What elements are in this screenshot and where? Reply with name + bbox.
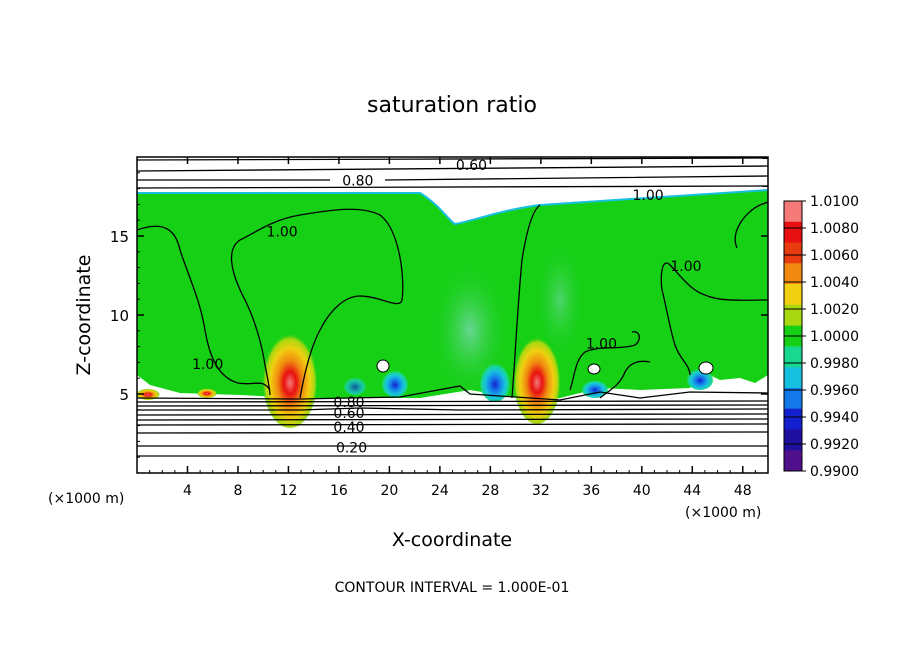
x-tick-label: 4 [183,483,192,499]
y-tick-label: 15 [110,228,129,246]
y-axis-label: Z-coordinate [73,255,95,376]
colorbar-label: 0.9920 [810,437,859,453]
clear-pocket [376,359,390,373]
contour-interval-note: CONTOUR INTERVAL = 1.000E-01 [335,580,570,596]
cloud-top-fringe [137,189,768,226]
x-tick-label: 24 [431,483,449,499]
warm-spot [137,388,160,400]
x-tick-label: 36 [582,483,600,499]
colorbar-label: 1.0040 [810,275,859,291]
contour-label: 1.00 [633,188,664,204]
cool-spot [343,375,367,395]
colorbar-label: 0.9960 [810,383,859,399]
x-tick-label: 28 [481,483,499,499]
cool-spot [479,358,511,402]
colorbar-swatch [784,408,802,430]
colorbar: 1.0100 1.0080 1.0060 1.0040 1.0020 1.0000 0.99… [783,194,859,480]
clear-pocket [698,361,714,375]
colorbar-swatch [784,284,802,306]
colorbar-label: 0.9940 [810,410,859,426]
cool-spot [581,378,609,398]
colorbar-label: 1.0020 [810,302,859,318]
colorbar-swatch [784,263,802,285]
x-unit-right: (×1000 m) [685,505,761,521]
colorbar-swatch [784,367,802,389]
colorbar-swatch [784,346,802,368]
y-tick-label: 5 [119,386,129,404]
x-tick-label: 44 [683,483,701,499]
warm-plume [262,328,318,428]
x-tick-label: 16 [330,483,348,499]
contour-label: 1.00 [670,259,701,275]
colorbar-label: 1.0100 [810,194,859,210]
colorbar-label: 1.0000 [810,329,859,345]
plot-area: 0.600.801.001.001.001.001.000.800.600.40… [110,156,769,499]
colorbar-label: 0.9980 [810,356,859,372]
x-axis-label: X-coordinate [392,529,512,551]
contour-label: 1.00 [586,336,617,352]
colorbar-swatch [784,450,802,472]
contour-label: 0.80 [333,395,364,411]
colorbar-label: 1.0080 [810,221,859,237]
colorbar-label: 0.9900 [810,464,859,480]
warm-spot [197,388,217,398]
contour-label: 0.60 [333,406,364,422]
chart-title: saturation ratio [367,93,537,118]
x-tick-label: 40 [633,483,651,499]
cool-spot [381,367,409,397]
contour-label: 0.40 [333,420,364,436]
colorbar-swatch [784,201,802,223]
x-tick-label: 8 [233,483,242,499]
colorbar-swatch [784,221,802,244]
colorbar-swatch [784,387,802,410]
contour-label: 0.20 [336,441,367,457]
x-tick-label: 48 [734,483,752,499]
colorbar-label: 1.0060 [810,248,859,264]
x-axis: 4 8 12 16 20 24 28 32 36 40 44 48 [149,157,756,499]
contour-label: 1.00 [192,357,223,373]
contour-label: 1.00 [267,224,298,240]
colorbar-swatch [784,429,802,451]
colorbar-swatch [784,242,802,264]
contour-labels: 0.600.801.001.001.001.001.000.800.600.40… [192,158,701,457]
x-unit-left: (×1000 m) [48,491,124,507]
clear-pocket [587,363,601,375]
x-tick-label: 12 [280,483,298,499]
contour-label: 0.80 [342,174,373,190]
x-tick-label: 20 [380,483,398,499]
colorbar-swatch [784,304,802,327]
y-axis: 5 10 15 [110,172,768,458]
y-tick-label: 10 [110,307,129,325]
cool-region [535,240,585,360]
contour-label: 0.60 [456,158,487,174]
x-tick-label: 32 [532,483,550,499]
contour-lines [137,157,768,457]
